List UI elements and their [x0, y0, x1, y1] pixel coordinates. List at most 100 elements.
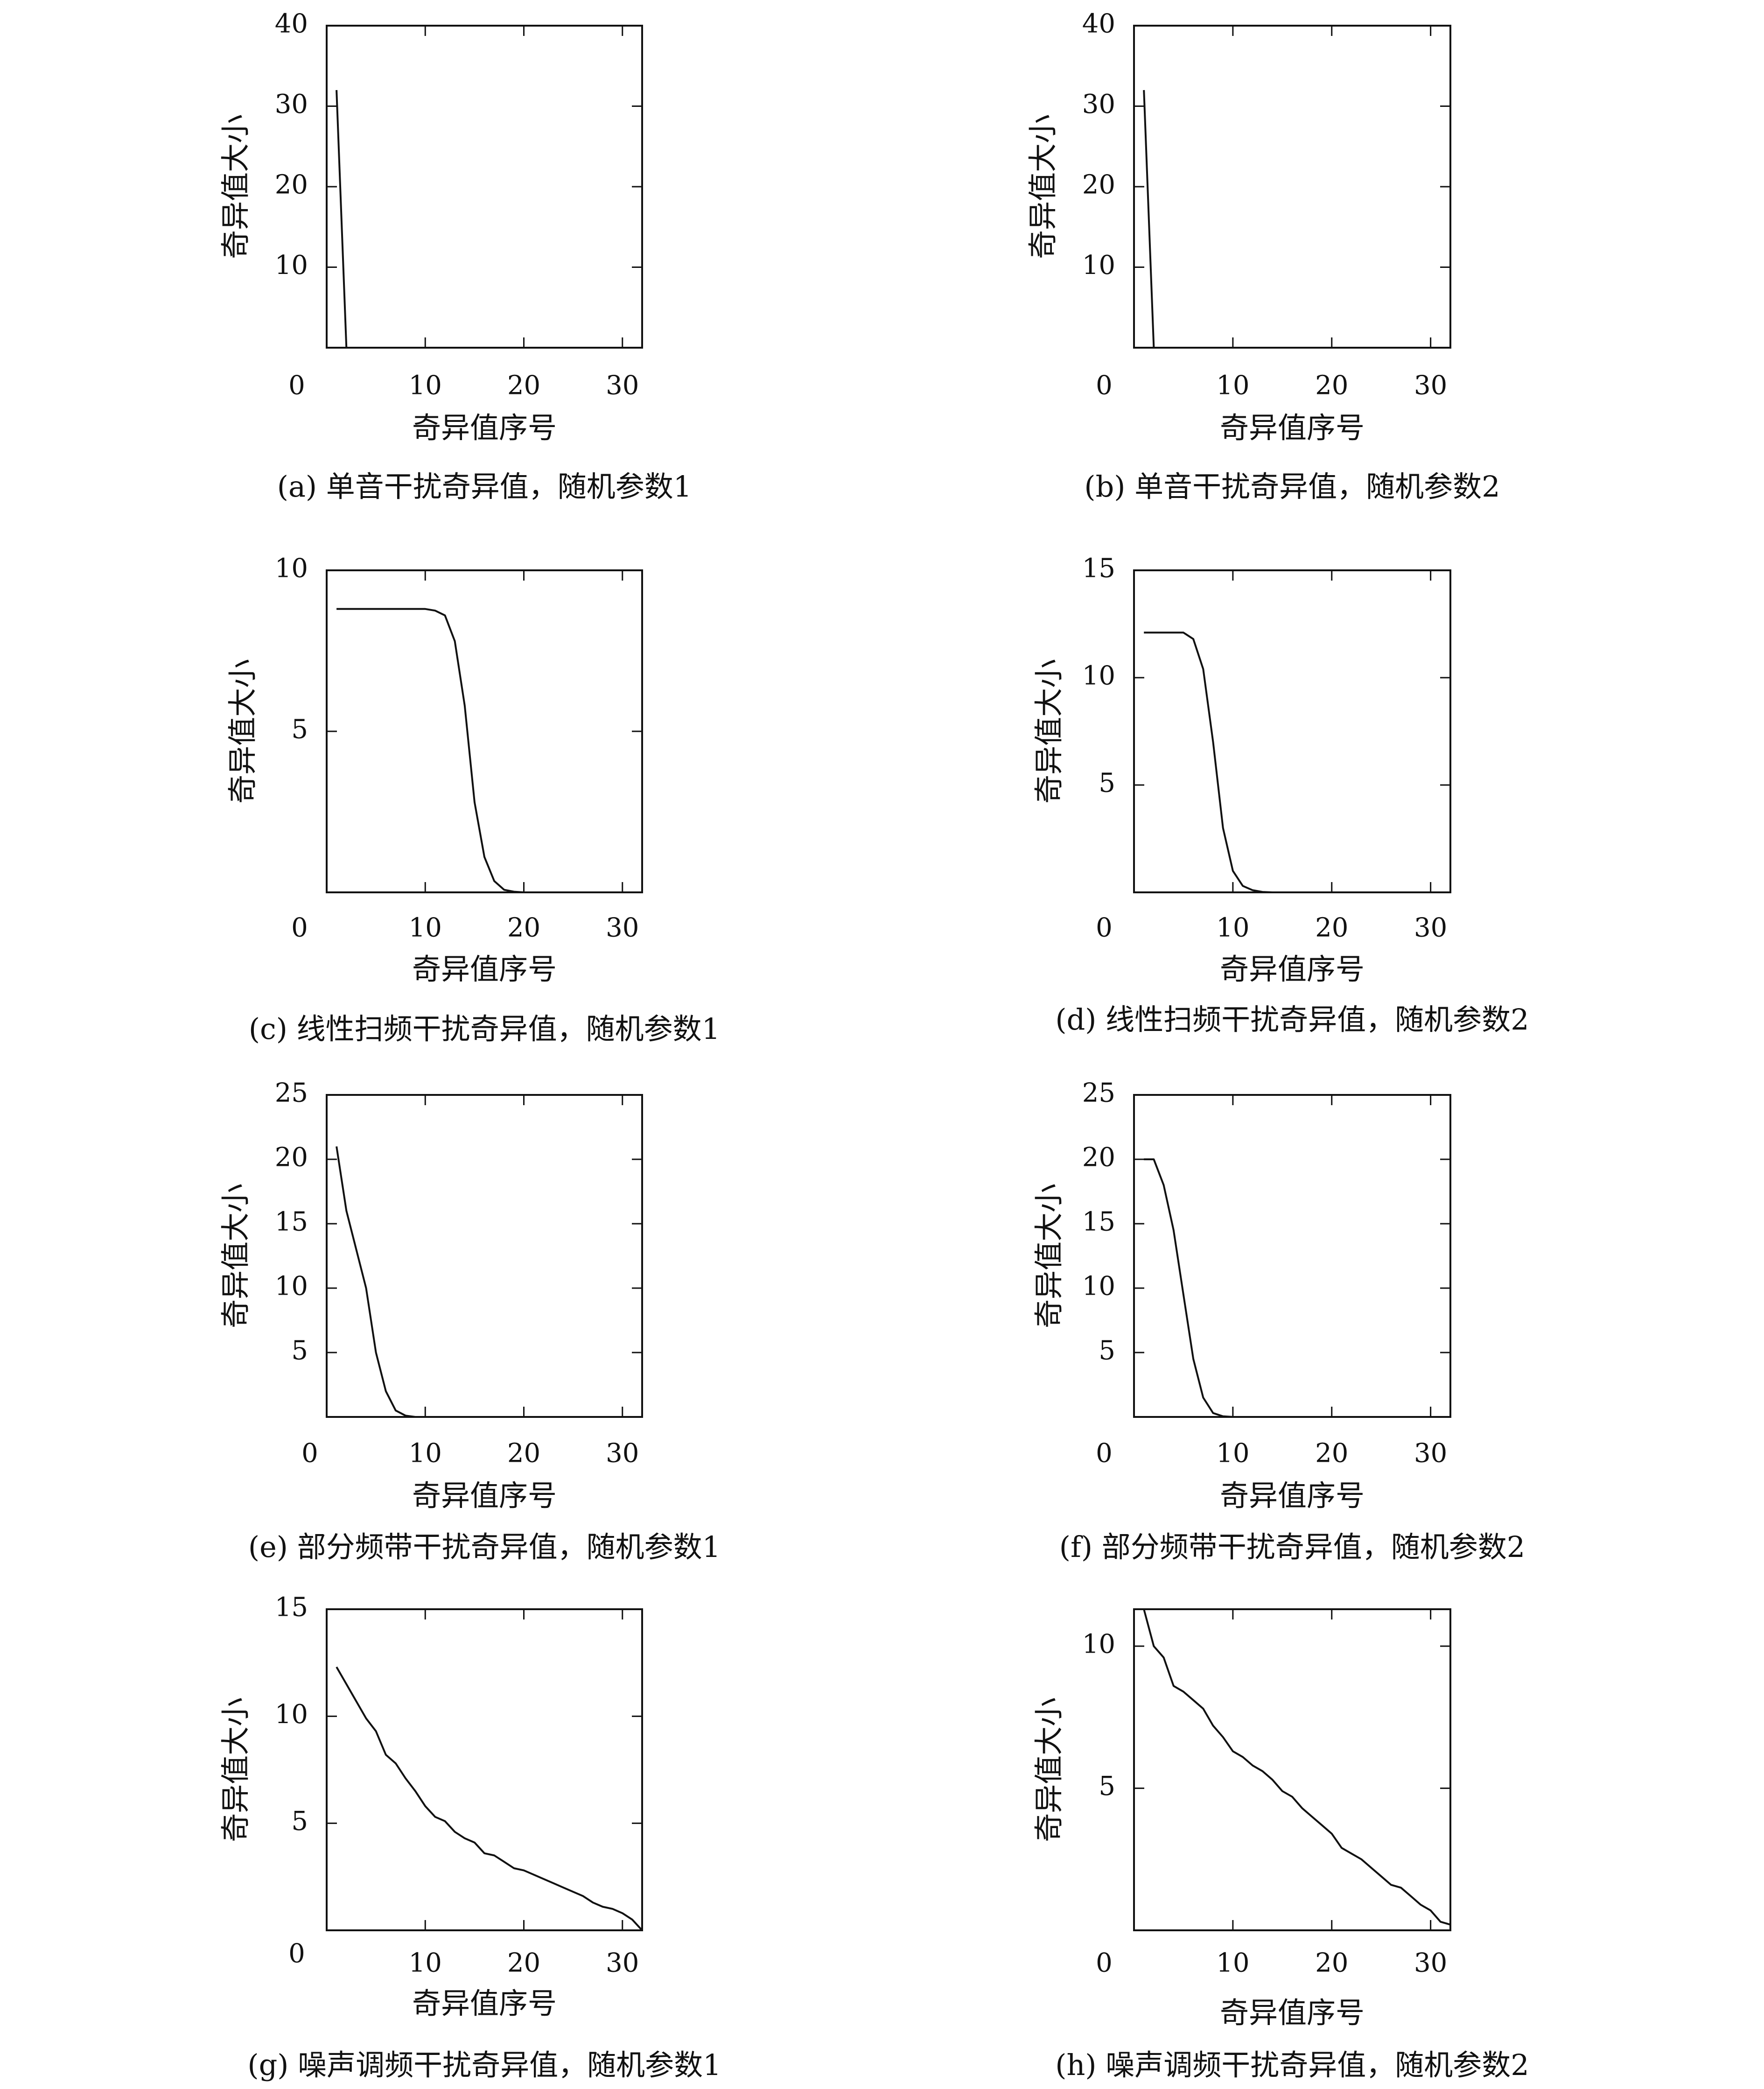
panel-caption-f: (f) 部分频带干扰奇异值，随机参数2 [1059, 1530, 1525, 1564]
x-tick-label: 30 [1414, 1948, 1447, 1978]
y-tick-label: 5 [1099, 1336, 1115, 1366]
x-tick-label: 20 [507, 913, 540, 943]
y-tick-label: 40 [1082, 9, 1115, 39]
y-tick-label: 5 [291, 1336, 308, 1366]
series-line-h [1143, 1609, 1451, 1926]
x-tick-label: 20 [1315, 1438, 1348, 1469]
x-axis-label: 奇异值序号 [1220, 1479, 1365, 1513]
x-tick-label: 20 [1315, 913, 1348, 943]
y-tick-label: 10 [1082, 661, 1115, 691]
plot-frame-g [326, 1608, 643, 1931]
origin-label: 0 [1096, 371, 1113, 401]
x-axis-label: 奇异值序号 [1220, 1996, 1365, 2030]
y-axis-label: 奇异值大小 [1026, 114, 1060, 259]
x-tick-label: 10 [1216, 1948, 1249, 1978]
series-line-a [336, 90, 348, 348]
panel-caption-b: (b) 单音干扰奇异值，随机参数2 [1084, 470, 1500, 504]
y-tick-label: 25 [1082, 1078, 1115, 1108]
x-tick-label: 30 [606, 1438, 639, 1469]
y-tick-label: 10 [275, 554, 308, 584]
y-tick-label: 5 [1099, 1771, 1115, 1802]
y-tick-label: 30 [1082, 89, 1115, 119]
y-tick-label: 10 [275, 1271, 308, 1302]
y-axis-label: 奇异值大小 [225, 659, 259, 804]
x-tick-label: 30 [1414, 913, 1447, 943]
origin-label: 0 [301, 1438, 318, 1469]
x-tick-label: 30 [1414, 1438, 1447, 1469]
y-axis-label: 奇异值大小 [218, 114, 252, 259]
x-axis-label: 奇异值序号 [1220, 411, 1365, 445]
y-tick-label: 5 [291, 1806, 308, 1837]
y-tick-label: 20 [1082, 1143, 1115, 1173]
series-line-d [1144, 631, 1450, 893]
y-tick-label: 15 [1082, 554, 1115, 584]
y-tick-label: 40 [275, 9, 308, 39]
y-axis-label: 奇异值大小 [218, 1184, 252, 1328]
y-tick-label: 15 [275, 1207, 308, 1237]
y-tick-label: 15 [275, 1592, 308, 1623]
x-tick-label: 30 [606, 371, 639, 401]
series-line-f [1144, 1158, 1450, 1418]
x-tick-label: 10 [409, 371, 442, 401]
plot-frame-d [1133, 569, 1451, 893]
panel-caption-d: (d) 线性扫频干扰奇异值，随机参数2 [1055, 1002, 1529, 1037]
y-tick-label: 20 [275, 170, 308, 200]
x-axis-label: 奇异值序号 [412, 411, 557, 445]
x-tick-label: 20 [507, 1948, 540, 1978]
y-tick-label: 20 [1082, 170, 1115, 200]
plot-frame-b [1133, 25, 1451, 349]
x-tick-label: 30 [606, 913, 639, 943]
x-tick-label: 20 [507, 1438, 540, 1469]
plot-frame-e [326, 1094, 643, 1418]
x-tick-label: 10 [1216, 913, 1249, 943]
panel-caption-g: (g) 噪声调频干扰奇异值，随机参数1 [247, 2048, 721, 2082]
y-tick-label: 5 [1099, 768, 1115, 799]
panel-caption-a: (a) 单音干扰奇异值，随机参数1 [277, 470, 692, 504]
y-tick-label: 20 [275, 1143, 308, 1173]
plot-frame-a [326, 25, 643, 349]
x-axis-label: 奇异值序号 [412, 1986, 557, 2020]
x-tick-label: 10 [409, 1438, 442, 1469]
y-tick-label: 30 [275, 89, 308, 119]
y-axis-label: 奇异值大小 [1032, 1184, 1066, 1328]
origin-label: 0 [1096, 913, 1113, 943]
series-line-b [1143, 90, 1155, 348]
y-tick-label: 5 [291, 715, 308, 745]
x-tick-label: 10 [1216, 371, 1249, 401]
x-tick-label: 20 [1315, 371, 1348, 401]
x-tick-label: 20 [1315, 1948, 1348, 1978]
panel-caption-c: (c) 线性扫频干扰奇异值，随机参数1 [249, 1012, 720, 1046]
series-line-c [336, 608, 642, 893]
series-line-g [336, 1666, 643, 1931]
x-tick-label: 10 [409, 1948, 442, 1978]
series-line-e [336, 1146, 642, 1418]
plot-frame-f [1133, 1094, 1451, 1418]
panel-caption-h: (h) 噪声调频干扰奇异值，随机参数2 [1055, 2048, 1529, 2082]
x-tick-label: 30 [1414, 371, 1447, 401]
x-axis-label: 奇异值序号 [1220, 952, 1365, 986]
origin-label: 0 [288, 371, 305, 401]
y-axis-label: 奇异值大小 [1032, 1697, 1066, 1842]
x-tick-label: 10 [409, 913, 442, 943]
x-tick-label: 10 [1216, 1438, 1249, 1469]
x-axis-label: 奇异值序号 [412, 952, 557, 986]
plot-frame-h [1133, 1608, 1451, 1931]
y-axis-label: 奇异值大小 [1032, 659, 1066, 804]
y-axis-label: 奇异值大小 [218, 1697, 252, 1842]
plot-frame-c [326, 569, 643, 893]
x-axis-label: 奇异值序号 [412, 1479, 557, 1513]
y-tick-label: 10 [1082, 1629, 1115, 1660]
x-tick-label: 20 [507, 371, 540, 401]
y-tick-label: 25 [275, 1078, 308, 1108]
y-tick-label: 15 [1082, 1207, 1115, 1237]
origin-label: 0 [1096, 1948, 1113, 1978]
y-tick-label: 10 [275, 250, 308, 280]
y-tick-label: 10 [1082, 1271, 1115, 1302]
origin-label: 0 [1096, 1438, 1113, 1469]
origin-label: 0 [288, 1939, 305, 1969]
y-tick-label: 10 [1082, 250, 1115, 280]
origin-label: 0 [291, 913, 308, 943]
y-tick-label: 10 [275, 1699, 308, 1730]
panel-caption-e: (e) 部分频带干扰奇异值，随机参数1 [248, 1530, 721, 1564]
